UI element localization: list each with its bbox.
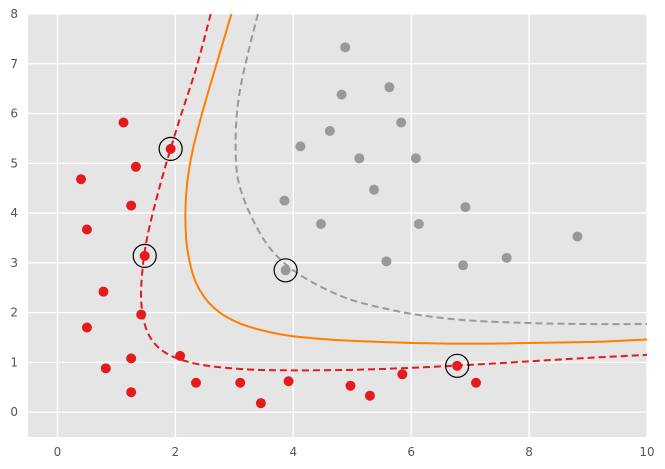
red-class-point bbox=[139, 250, 150, 261]
x-tick-label: 10 bbox=[639, 445, 654, 459]
red-class-point bbox=[81, 224, 92, 235]
red-class-point bbox=[364, 390, 375, 401]
decision-boundary-curve bbox=[184, 14, 647, 345]
red-class-point bbox=[81, 322, 92, 333]
gray-class-point bbox=[458, 260, 469, 271]
y-tick-label: 6 bbox=[10, 107, 18, 121]
red-class-point bbox=[255, 398, 266, 409]
gray-class-point bbox=[295, 141, 306, 152]
gray-class-point bbox=[381, 256, 392, 267]
red-class-point bbox=[165, 143, 176, 154]
red-class-point bbox=[235, 377, 246, 388]
gray-class-point bbox=[340, 42, 351, 53]
gray-class-point bbox=[354, 153, 365, 164]
support-vector-ring bbox=[445, 353, 470, 378]
gray-class-point bbox=[572, 231, 583, 242]
red-class-point bbox=[100, 363, 111, 374]
x-tick-label: 4 bbox=[289, 445, 297, 459]
y-tick-label: 5 bbox=[10, 156, 18, 170]
gray-class-point bbox=[369, 184, 380, 195]
y-tick-label: 3 bbox=[10, 256, 18, 270]
red-class-point bbox=[191, 377, 202, 388]
red-class-point bbox=[283, 376, 294, 387]
gray-class-point bbox=[280, 265, 291, 276]
support-vector-ring bbox=[158, 136, 183, 161]
y-tick-label: 7 bbox=[10, 57, 18, 71]
gray-class-point bbox=[460, 202, 471, 213]
x-tick-label: 6 bbox=[407, 445, 415, 459]
x-tick-label: 0 bbox=[54, 445, 62, 459]
plot-background bbox=[28, 14, 647, 437]
red-class-point bbox=[118, 117, 129, 128]
red-class-point bbox=[136, 309, 147, 320]
red-class-point bbox=[126, 353, 137, 364]
red-class-point bbox=[452, 360, 463, 371]
red-class-point bbox=[397, 369, 408, 380]
support-vector-ring bbox=[273, 258, 298, 283]
margin-curve-2 bbox=[234, 14, 647, 326]
red-class-point bbox=[126, 200, 137, 211]
y-tick-label: 4 bbox=[10, 206, 18, 220]
x-tick-label: 8 bbox=[525, 445, 533, 459]
gray-class-point bbox=[410, 153, 421, 164]
y-tick-label: 8 bbox=[10, 7, 18, 21]
red-class-point bbox=[471, 377, 482, 388]
gray-class-point bbox=[315, 219, 326, 230]
red-class-point bbox=[175, 350, 186, 361]
gray-class-point bbox=[384, 82, 395, 93]
y-tick-label: 0 bbox=[10, 405, 18, 419]
red-class-point bbox=[98, 286, 109, 297]
red-class-point bbox=[130, 161, 141, 172]
margin-curve-0 bbox=[140, 14, 647, 372]
x-tick-label: 2 bbox=[172, 445, 180, 459]
gray-class-point bbox=[413, 219, 424, 230]
red-class-point bbox=[126, 387, 137, 398]
red-class-point bbox=[76, 174, 87, 185]
y-tick-label: 2 bbox=[10, 306, 18, 320]
red-class-point bbox=[345, 380, 356, 391]
gray-class-point bbox=[324, 125, 335, 136]
gray-class-point bbox=[501, 252, 512, 263]
y-tick-label: 1 bbox=[10, 355, 18, 369]
support-vector-ring bbox=[132, 243, 157, 268]
gray-class-point bbox=[336, 89, 347, 100]
gray-class-point bbox=[279, 195, 290, 206]
gray-class-point bbox=[396, 117, 407, 128]
